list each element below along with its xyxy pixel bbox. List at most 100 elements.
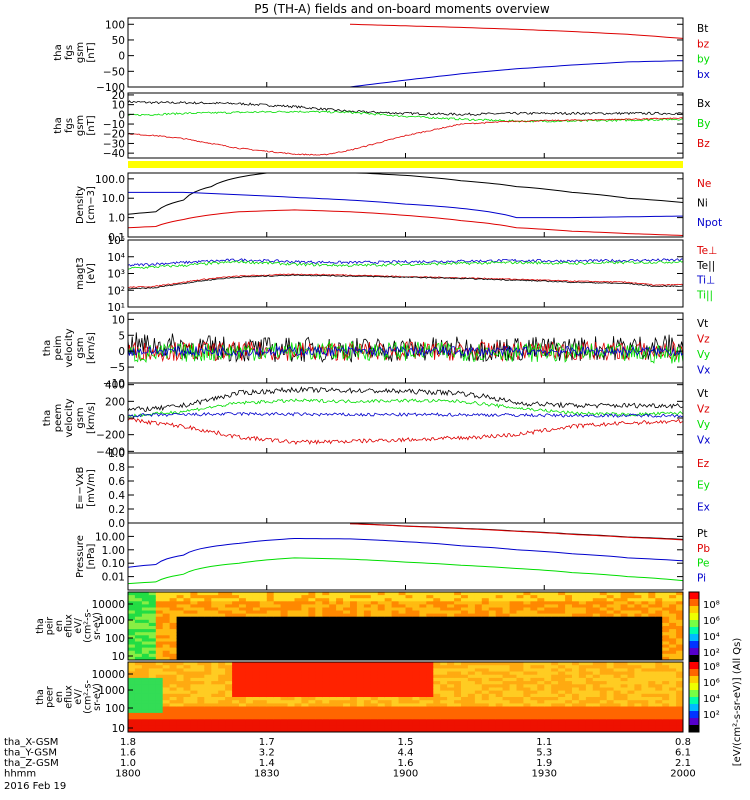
spectrogram-cell: [551, 697, 559, 701]
spectrogram-cell: [516, 641, 524, 646]
spectrogram-cell: [204, 607, 212, 612]
spectrogram-cell: [308, 712, 316, 717]
spectrogram-cell: [669, 687, 677, 692]
spectrogram-cell: [239, 725, 247, 730]
spectrogram-cell: [197, 629, 205, 633]
spectrogram-cell: [384, 693, 393, 698]
spectrogram-cell: [537, 656, 545, 661]
spectrogram-cell: [370, 653, 379, 658]
spectrogram-cell: [329, 626, 337, 630]
spectrogram-cell: [412, 668, 420, 673]
spectrogram-cell: [509, 681, 517, 685]
spectrogram-cell: [634, 613, 642, 618]
spectrogram-cell: [467, 613, 476, 618]
spectrogram-cell: [169, 647, 177, 652]
spectrogram-cell: [218, 712, 226, 717]
spectrogram-cell: [273, 607, 282, 612]
spectrogram-cell: [558, 706, 566, 711]
spectrogram-cell: [336, 674, 344, 679]
spectrogram-cell: [426, 684, 434, 688]
spectrogram-cell: [141, 653, 150, 658]
spectrogram-cell: [530, 709, 538, 714]
spectrogram-cell: [315, 687, 323, 692]
spectrogram-cell: [537, 728, 545, 733]
spectrogram-cell: [336, 647, 344, 652]
spectrogram-cell: [162, 697, 171, 701]
spectrogram-cell: [662, 709, 670, 714]
spectrogram-cell: [183, 629, 191, 633]
x-tick-label: 5.3: [536, 748, 552, 759]
spectrogram-cell: [606, 619, 615, 624]
spectrogram-cell: [454, 610, 462, 615]
spectrogram-cell: [405, 700, 413, 704]
spectrogram-cell: [148, 706, 157, 711]
spectrogram-cell: [620, 650, 628, 655]
spectrogram-cell: [356, 604, 365, 608]
spectrogram-cell: [308, 647, 316, 652]
spectrogram-cell: [634, 703, 642, 708]
spectrogram-cell: [266, 601, 275, 605]
spectrogram-cell: [162, 632, 171, 636]
spectrogram-cell: [662, 653, 670, 658]
spectrogram-cell: [350, 681, 358, 685]
spectrogram-cell: [384, 656, 393, 661]
spectrogram-cell: [433, 662, 441, 666]
spectrogram-cell: [523, 604, 531, 608]
spectrogram-cell: [502, 700, 510, 704]
spectrogram-cell: [308, 638, 316, 642]
spectrogram-cell: [356, 693, 365, 698]
spectrogram-cell: [169, 641, 177, 646]
spectrogram-cell: [572, 674, 580, 679]
spectrogram-cell: [252, 656, 261, 661]
spectrogram-cell: [225, 647, 233, 652]
spectrogram-cell: [183, 647, 191, 652]
spectrogram-cell: [134, 668, 143, 673]
spectrogram-cell: [669, 641, 677, 646]
spectrogram-cell: [648, 595, 656, 599]
spectrogram-cell: [412, 610, 420, 615]
spectrogram-cell: [273, 716, 282, 720]
spectrogram-cell: [440, 616, 448, 621]
y-tick-label: −30: [103, 138, 125, 150]
spectrogram-cell: [190, 681, 198, 685]
spectrogram-cell: [197, 681, 205, 685]
spectrogram-cell: [232, 647, 240, 652]
spectrogram-cell: [287, 592, 295, 596]
spectrogram-cell: [155, 728, 164, 733]
spectrogram-cell: [544, 709, 552, 714]
spectrogram-cell: [495, 626, 504, 630]
spectrogram-cell: [169, 613, 177, 618]
spectrogram-cell: [301, 635, 309, 639]
spectrogram-cell: [474, 709, 483, 714]
spectrogram-cell: [558, 709, 566, 714]
spectrogram-cell: [648, 700, 656, 704]
spectrogram-cell: [204, 684, 212, 688]
spectrogram-cell: [655, 632, 663, 636]
spectrogram-cell: [467, 662, 476, 666]
spectrogram-cell: [551, 650, 559, 655]
spectrogram-cell: [363, 709, 372, 714]
spectrogram-cell: [308, 706, 316, 711]
spectrogram-cell: [544, 601, 552, 605]
spectrogram-cell: [287, 677, 295, 682]
spectrogram-cell: [454, 616, 462, 621]
spectrogram-cell: [266, 712, 275, 717]
spectrogram-cell: [162, 592, 171, 596]
spectrogram-cell: [183, 697, 191, 701]
spectrogram-cell: [245, 668, 254, 673]
spectrogram-cell: [259, 684, 268, 688]
spectrogram-cell: [370, 662, 379, 666]
spectrogram-cell: [620, 613, 628, 618]
spectrogram-cell: [606, 709, 615, 714]
spectrogram-cell: [329, 693, 337, 698]
spectrogram-cell: [488, 656, 497, 661]
spectrogram-cell: [197, 632, 205, 636]
spectrogram-cell: [377, 693, 386, 698]
spectrogram-cell: [516, 687, 524, 692]
spectrogram-cell: [363, 671, 372, 676]
y-tick-label: 0.8: [108, 462, 125, 474]
spectrogram-cell: [669, 690, 677, 695]
spectrogram-cell: [350, 592, 358, 596]
spectrogram-cell: [308, 662, 316, 666]
spectrogram-cell: [148, 662, 157, 666]
